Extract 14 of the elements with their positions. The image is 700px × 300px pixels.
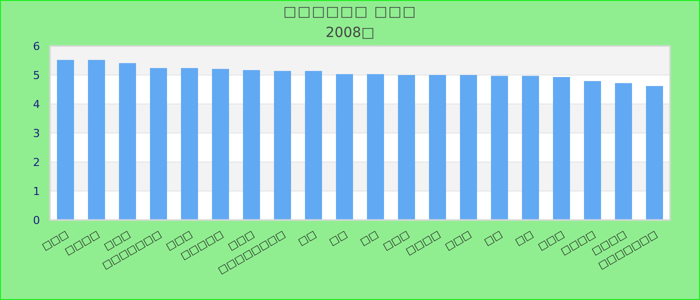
y-tick-label: 5 bbox=[33, 68, 40, 82]
y-tick-label: 6 bbox=[33, 40, 40, 53]
y-tick-label: 0 bbox=[33, 214, 40, 227]
y-tick-label: 3 bbox=[33, 126, 40, 140]
y-tick-label: 4 bbox=[33, 98, 40, 111]
chart-subtitle: 2008□ bbox=[326, 25, 374, 41]
y-tick-label: 1 bbox=[33, 184, 40, 198]
x-tick-label: □□ bbox=[296, 229, 318, 248]
x-tick-label: □□ bbox=[358, 229, 380, 248]
x-tick-label: □□ bbox=[482, 229, 504, 248]
x-tick-label: □□ bbox=[328, 229, 350, 248]
x-tick-label: □□ bbox=[514, 229, 536, 248]
y-tick-label: 2 bbox=[33, 156, 40, 169]
chart-title: □□□□□□ □□□ bbox=[283, 4, 417, 20]
